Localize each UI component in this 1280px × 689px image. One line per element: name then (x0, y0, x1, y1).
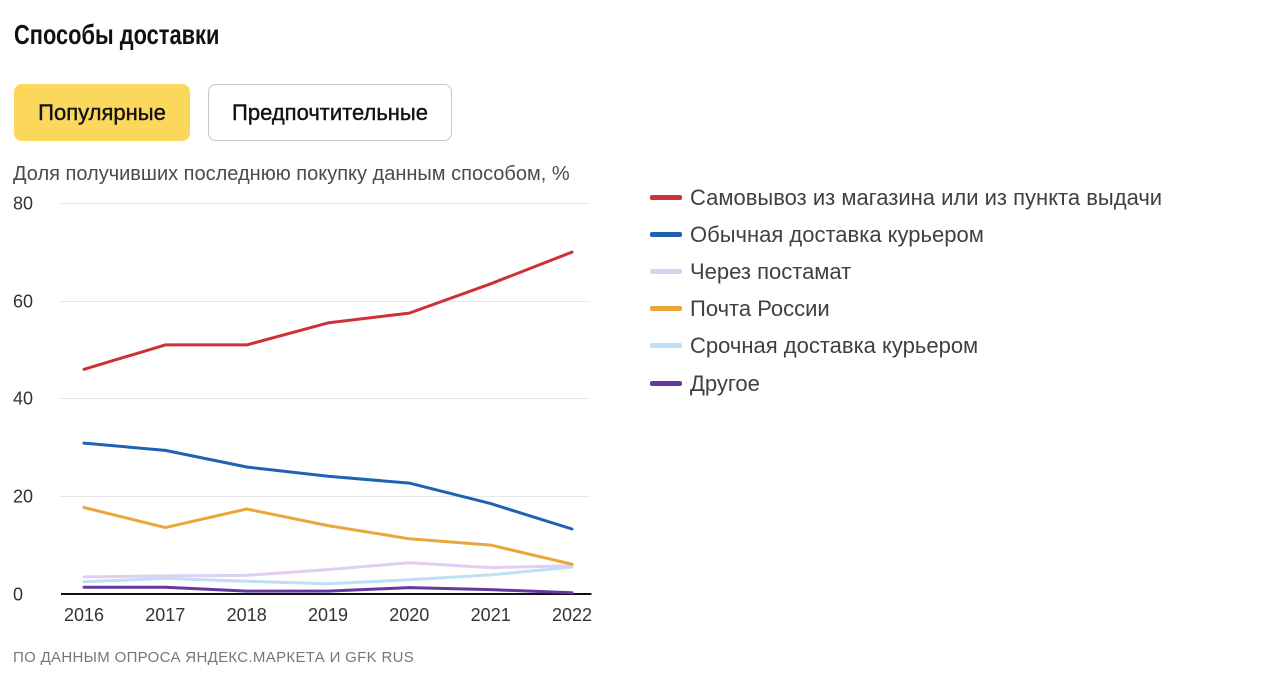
svg-text:2019: 2019 (308, 605, 348, 625)
svg-text:2016: 2016 (64, 605, 104, 625)
svg-text:0: 0 (13, 585, 23, 605)
svg-text:2021: 2021 (471, 605, 511, 625)
svg-text:2018: 2018 (227, 605, 267, 625)
svg-text:2020: 2020 (389, 605, 429, 625)
svg-text:40: 40 (13, 389, 33, 409)
svg-text:2017: 2017 (145, 605, 185, 625)
svg-text:20: 20 (13, 487, 33, 507)
svg-text:2022: 2022 (552, 605, 592, 625)
svg-text:80: 80 (13, 194, 33, 214)
svg-text:60: 60 (13, 292, 33, 312)
